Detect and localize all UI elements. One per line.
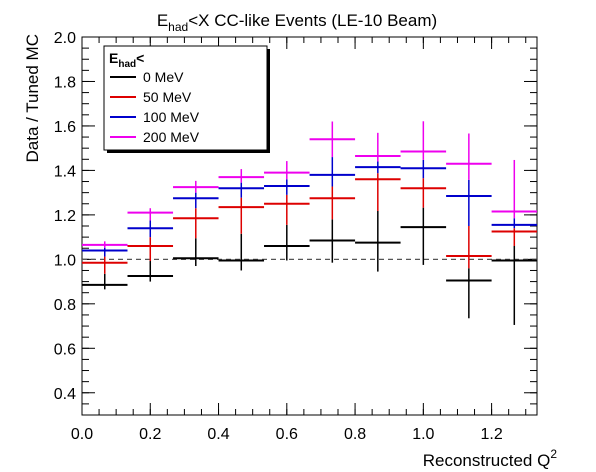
legend-label: 100 MeV	[143, 109, 200, 125]
x-tick-label: 1.0	[412, 426, 434, 443]
x-axis-label: Reconstructed Q2	[423, 447, 558, 470]
legend: Ehad< 0 MeV 50 MeV 100 MeV 200 MeV	[103, 45, 270, 153]
x-tick-label: 0.6	[276, 426, 298, 443]
legend-label: 200 MeV	[143, 129, 200, 145]
y-tick-label: 1.4	[54, 163, 76, 180]
y-tick-label: 0.6	[54, 341, 76, 358]
x-tick-label: 0.8	[344, 426, 366, 443]
y-tick-label: 0.4	[54, 386, 76, 403]
y-tick-label: 1.6	[54, 119, 76, 136]
legend-label: 0 MeV	[143, 69, 184, 85]
x-tick-label: 0.2	[139, 426, 161, 443]
legend-title: Ehad<	[109, 50, 144, 70]
y-tick-label: 2.0	[54, 30, 76, 47]
chart-title: Ehad<X CC-like Events (LE-10 Beam)	[157, 11, 437, 34]
y-tick-label: 1.0	[54, 252, 76, 269]
y-tick-label: 0.8	[54, 297, 76, 314]
y-axis-label: Data / Tuned MC	[23, 34, 42, 163]
y-tick-label: 1.8	[54, 74, 76, 91]
x-tick-label: 0.4	[207, 426, 229, 443]
y-tick-label: 1.2	[54, 208, 76, 225]
x-tick-label: 0.0	[71, 426, 93, 443]
legend-label: 50 MeV	[143, 89, 192, 105]
x-tick-label: 1.2	[480, 426, 502, 443]
